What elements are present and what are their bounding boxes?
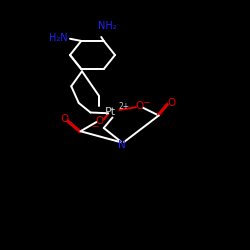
Text: −: − [91, 122, 98, 130]
Text: H₂N: H₂N [50, 33, 68, 43]
Text: −: − [142, 97, 150, 106]
Text: N: N [118, 140, 126, 149]
Text: O: O [168, 98, 175, 108]
Text: O: O [60, 114, 68, 124]
Text: O: O [96, 116, 104, 126]
Text: NH₂: NH₂ [98, 21, 117, 31]
Text: O: O [136, 101, 143, 111]
Text: Pt: Pt [104, 107, 116, 117]
Text: 2+: 2+ [118, 102, 129, 111]
